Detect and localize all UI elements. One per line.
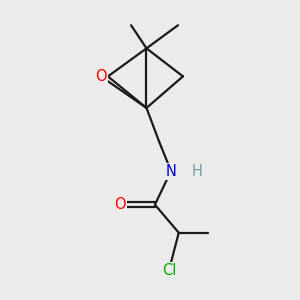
Text: Cl: Cl [162,263,176,278]
Text: N: N [166,164,176,178]
Text: O: O [114,197,126,212]
Text: O: O [95,69,107,84]
Text: H: H [191,164,203,178]
